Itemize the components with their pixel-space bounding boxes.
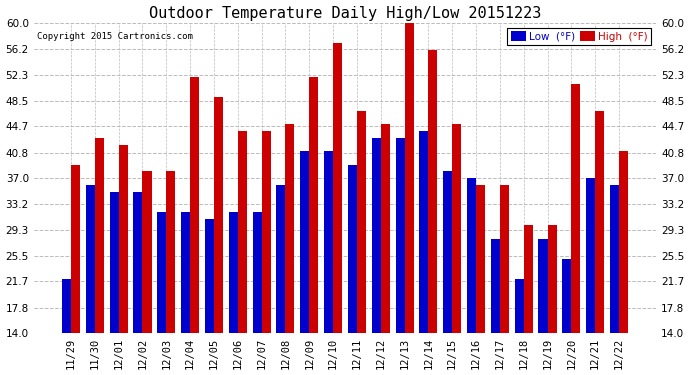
Bar	[467, 178, 476, 333]
Bar	[428, 50, 437, 333]
Bar	[500, 185, 509, 333]
Bar	[515, 279, 524, 333]
Bar	[547, 225, 557, 333]
Legend: Low  (°F), High  (°F): Low (°F), High (°F)	[507, 28, 651, 45]
Bar	[229, 212, 238, 333]
Bar	[190, 77, 199, 333]
Bar	[586, 178, 595, 333]
Bar	[562, 259, 571, 333]
Bar	[110, 192, 119, 333]
Bar	[452, 124, 461, 333]
Bar	[166, 171, 175, 333]
Bar	[253, 212, 262, 333]
Bar	[205, 219, 214, 333]
Bar	[420, 131, 428, 333]
Bar	[333, 44, 342, 333]
Bar	[181, 212, 190, 333]
Bar	[595, 111, 604, 333]
Bar	[71, 165, 80, 333]
Bar	[443, 171, 452, 333]
Bar	[86, 185, 95, 333]
Bar	[95, 138, 104, 333]
Bar	[357, 111, 366, 333]
Bar	[476, 185, 485, 333]
Bar	[395, 138, 404, 333]
Bar	[286, 124, 295, 333]
Bar	[62, 279, 71, 333]
Bar	[538, 239, 547, 333]
Text: Copyright 2015 Cartronics.com: Copyright 2015 Cartronics.com	[37, 32, 193, 41]
Bar	[381, 124, 390, 333]
Bar	[214, 97, 223, 333]
Bar	[277, 185, 286, 333]
Bar	[133, 192, 143, 333]
Bar	[610, 185, 619, 333]
Bar	[300, 151, 309, 333]
Bar	[619, 151, 628, 333]
Bar	[238, 131, 247, 333]
Bar	[404, 23, 413, 333]
Bar	[157, 212, 166, 333]
Bar	[372, 138, 381, 333]
Bar	[262, 131, 270, 333]
Bar	[491, 239, 500, 333]
Bar	[524, 225, 533, 333]
Bar	[309, 77, 318, 333]
Bar	[143, 171, 152, 333]
Bar	[119, 144, 128, 333]
Bar	[324, 151, 333, 333]
Bar	[571, 84, 580, 333]
Bar	[348, 165, 357, 333]
Title: Outdoor Temperature Daily High/Low 20151223: Outdoor Temperature Daily High/Low 20151…	[149, 6, 541, 21]
